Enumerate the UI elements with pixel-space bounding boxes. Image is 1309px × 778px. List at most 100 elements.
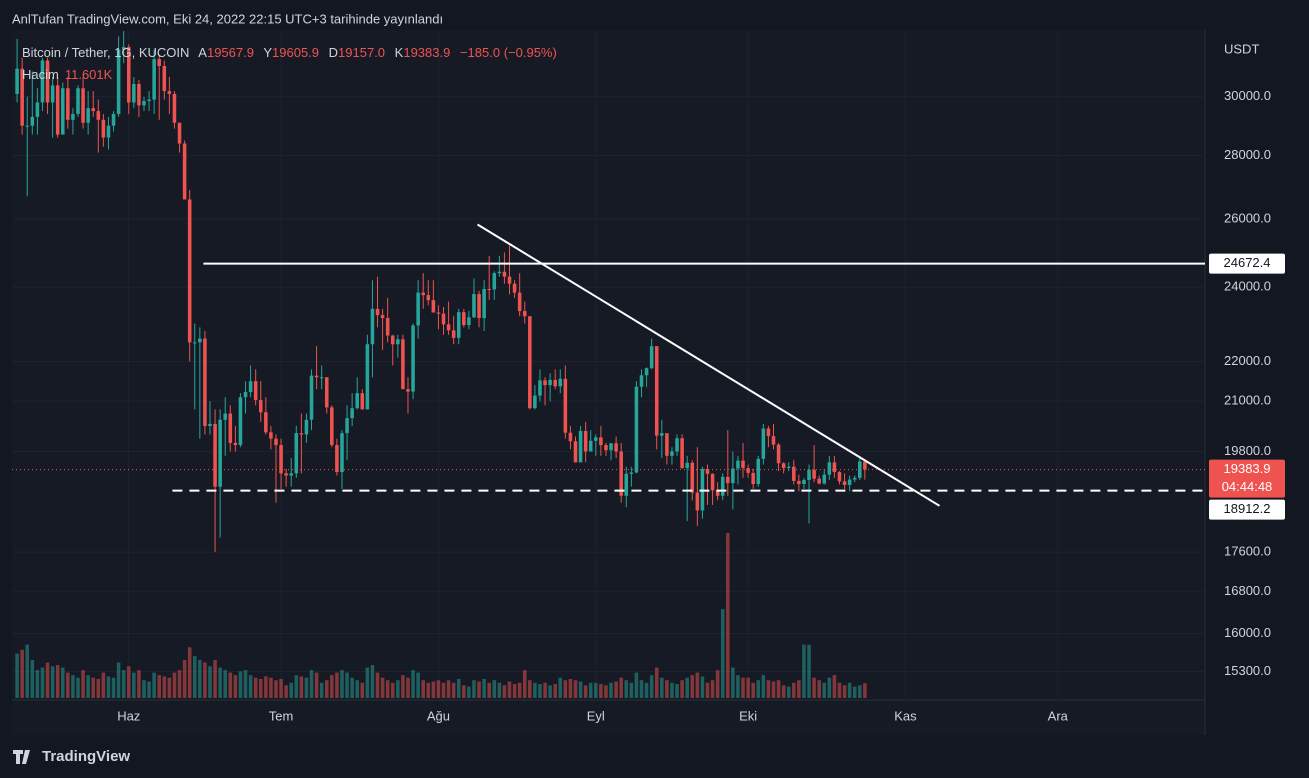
y-tick-label: 19800.0 — [1224, 443, 1271, 458]
volume-bar — [517, 682, 522, 698]
volume-bar — [715, 670, 720, 698]
candle-body — [781, 463, 786, 469]
volume-bar — [132, 672, 136, 698]
volume-bar — [396, 680, 400, 698]
brand[interactable]: TradingView — [42, 748, 130, 765]
candle-body — [238, 397, 243, 446]
candle-body — [497, 271, 502, 274]
candle-body — [20, 68, 24, 126]
candle-body — [512, 283, 517, 293]
candle-body — [152, 59, 156, 100]
candle-body — [25, 125, 30, 127]
candle-body — [634, 386, 639, 473]
candle-body — [644, 368, 649, 376]
candle-body — [736, 460, 740, 469]
volume-bar — [309, 670, 314, 698]
candle-body — [548, 379, 552, 386]
candle-body — [401, 339, 405, 390]
volume-bar — [426, 682, 431, 698]
volume-bar — [370, 665, 375, 698]
candle-body — [60, 88, 65, 135]
candle-body — [365, 344, 370, 410]
candle-body — [142, 101, 146, 106]
volume-bar — [639, 680, 644, 698]
volume-bar — [431, 681, 436, 698]
volume-bar — [223, 670, 227, 698]
volume-bar — [81, 670, 85, 698]
candle-body — [594, 437, 598, 441]
y-tick-label: 24000.0 — [1224, 279, 1271, 294]
y-tick-label: 30000.0 — [1224, 88, 1271, 103]
candle-body — [660, 433, 664, 436]
volume-bar — [218, 667, 222, 698]
volume-bar — [208, 666, 212, 698]
volume-bar — [832, 675, 837, 698]
candle-body — [705, 468, 710, 474]
candle-body — [126, 46, 131, 103]
volume-bar — [187, 647, 192, 698]
volume-bar — [116, 662, 121, 698]
candle-body — [55, 85, 60, 135]
candle-body — [390, 335, 395, 345]
candle-body — [192, 342, 197, 344]
candle-body — [654, 346, 659, 436]
candle-body — [477, 294, 481, 319]
volume-bar — [558, 677, 563, 698]
volume-bar — [15, 653, 19, 698]
brand-logo[interactable] — [13, 750, 30, 764]
volume-bar — [324, 680, 329, 698]
volume-bar — [330, 675, 334, 698]
candle-body — [629, 472, 634, 474]
volume-bar — [101, 672, 106, 698]
candle-body — [776, 444, 781, 464]
candle-body — [761, 428, 766, 459]
volume-bar — [736, 675, 740, 698]
legend-row: Bitcoin / Tether, 1G, KUCOIN A19567.9 Y1… — [22, 45, 557, 60]
volume-bar — [863, 683, 867, 698]
volume-bar — [304, 677, 309, 698]
candle-body — [614, 443, 618, 452]
candle-body — [827, 462, 832, 475]
volume-bar — [390, 682, 395, 698]
candle-body — [132, 84, 136, 103]
ohlc-value: 19383.9 — [403, 45, 450, 60]
candle-body — [578, 431, 583, 463]
candle-body — [746, 468, 750, 473]
volume-bar — [274, 680, 278, 698]
volume-bar — [147, 681, 151, 698]
volume-bar — [614, 681, 618, 698]
candle-body — [604, 445, 608, 451]
volume-bar — [467, 686, 471, 698]
volume-bar — [319, 682, 324, 698]
candle-body — [340, 433, 344, 473]
volume-bar — [502, 685, 507, 698]
volume-bar — [720, 609, 725, 698]
candle-body — [624, 473, 629, 496]
volume-bar — [553, 684, 557, 698]
volume-bar — [55, 665, 60, 698]
candle-body — [538, 380, 542, 396]
candle-body — [35, 102, 40, 117]
candle-body — [335, 445, 339, 473]
volume-bar — [477, 681, 481, 698]
candle-body — [162, 66, 167, 92]
volume-bar — [781, 685, 786, 698]
candle-body — [726, 476, 730, 484]
candle-body — [543, 380, 547, 386]
candle-body — [299, 433, 304, 435]
volume-bar — [604, 685, 608, 698]
candle-body — [248, 381, 253, 392]
volume-bar — [106, 676, 111, 698]
candle-body — [40, 60, 45, 103]
volume-bar — [792, 682, 796, 698]
candle-body — [71, 113, 75, 120]
candle-body — [619, 451, 623, 496]
volume-bar — [751, 682, 755, 698]
volume-bar — [746, 677, 750, 698]
y-tick-label: 26000.0 — [1224, 210, 1271, 225]
candle-body — [517, 292, 522, 312]
candle-body — [324, 377, 329, 408]
candle-layer — [15, 31, 867, 553]
candle-body — [462, 312, 466, 326]
candle-body — [233, 442, 238, 446]
